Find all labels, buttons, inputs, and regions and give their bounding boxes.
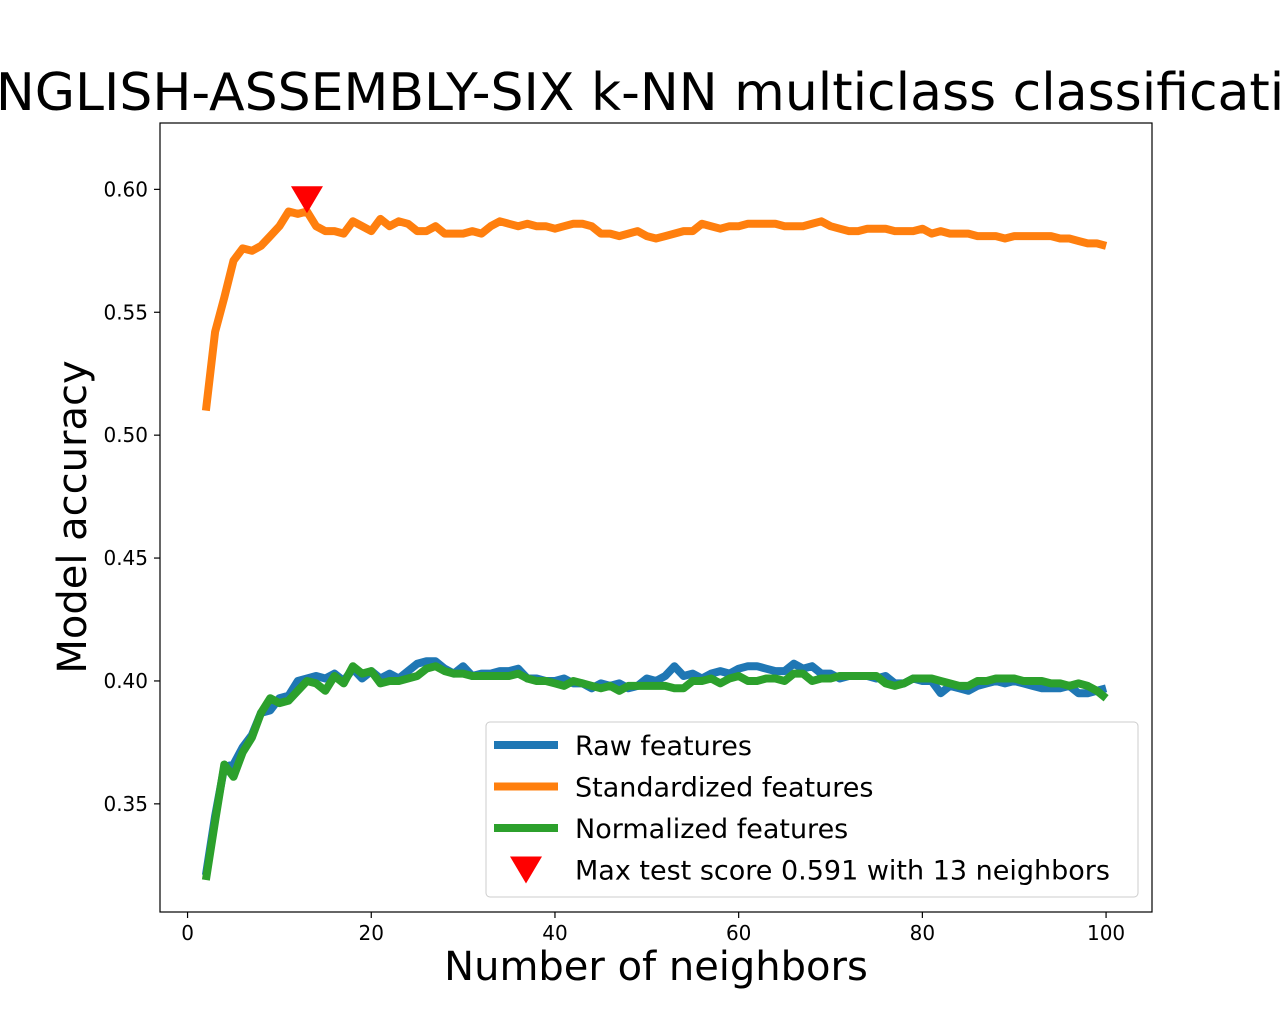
y-tick-label: 0.50 [103, 423, 148, 447]
legend-box [485, 721, 1139, 898]
series-line-2 [201, 662, 1109, 881]
plot-frame [159, 122, 1153, 913]
x-tick-label: 100 [1087, 921, 1125, 945]
x-tick-label: 20 [359, 921, 384, 945]
max-score-marker [290, 186, 323, 214]
y-tick-label: 0.35 [103, 792, 148, 816]
x-axis-ticks: 0 20 40 60 80 100 [181, 912, 1125, 945]
legend-label-1: Standardized features [575, 773, 873, 804]
y-axis-label: Model accuracy [50, 360, 96, 673]
y-tick-label: 0.40 [103, 669, 148, 693]
x-tick-label: 80 [910, 921, 935, 945]
chart-title: ENGLISH-ASSEMBLY-SIX k-NN multiclass cla… [0, 63, 1280, 123]
y-axis-ticks: 0.35 0.40 0.45 0.50 0.55 0.60 [103, 177, 160, 816]
legend-label-2: Normalized features [575, 814, 848, 845]
plot-lines [201, 186, 1109, 881]
x-tick-label: 0 [181, 921, 194, 945]
x-axis-label: Number of neighbors [444, 944, 868, 990]
legend: Raw features Standardized features Normali… [485, 721, 1139, 898]
x-tick-label: 40 [542, 921, 567, 945]
series-line-1 [201, 207, 1108, 412]
x-tick-label: 60 [726, 921, 751, 945]
y-tick-label: 0.60 [103, 177, 148, 201]
legend-marker-icon [510, 856, 542, 884]
legend-label-0: Raw features [575, 731, 752, 762]
legend-label-3: Max test score 0.591 with 13 neighbors [575, 856, 1110, 887]
y-tick-label: 0.45 [103, 546, 148, 570]
y-tick-label: 0.55 [103, 300, 148, 324]
